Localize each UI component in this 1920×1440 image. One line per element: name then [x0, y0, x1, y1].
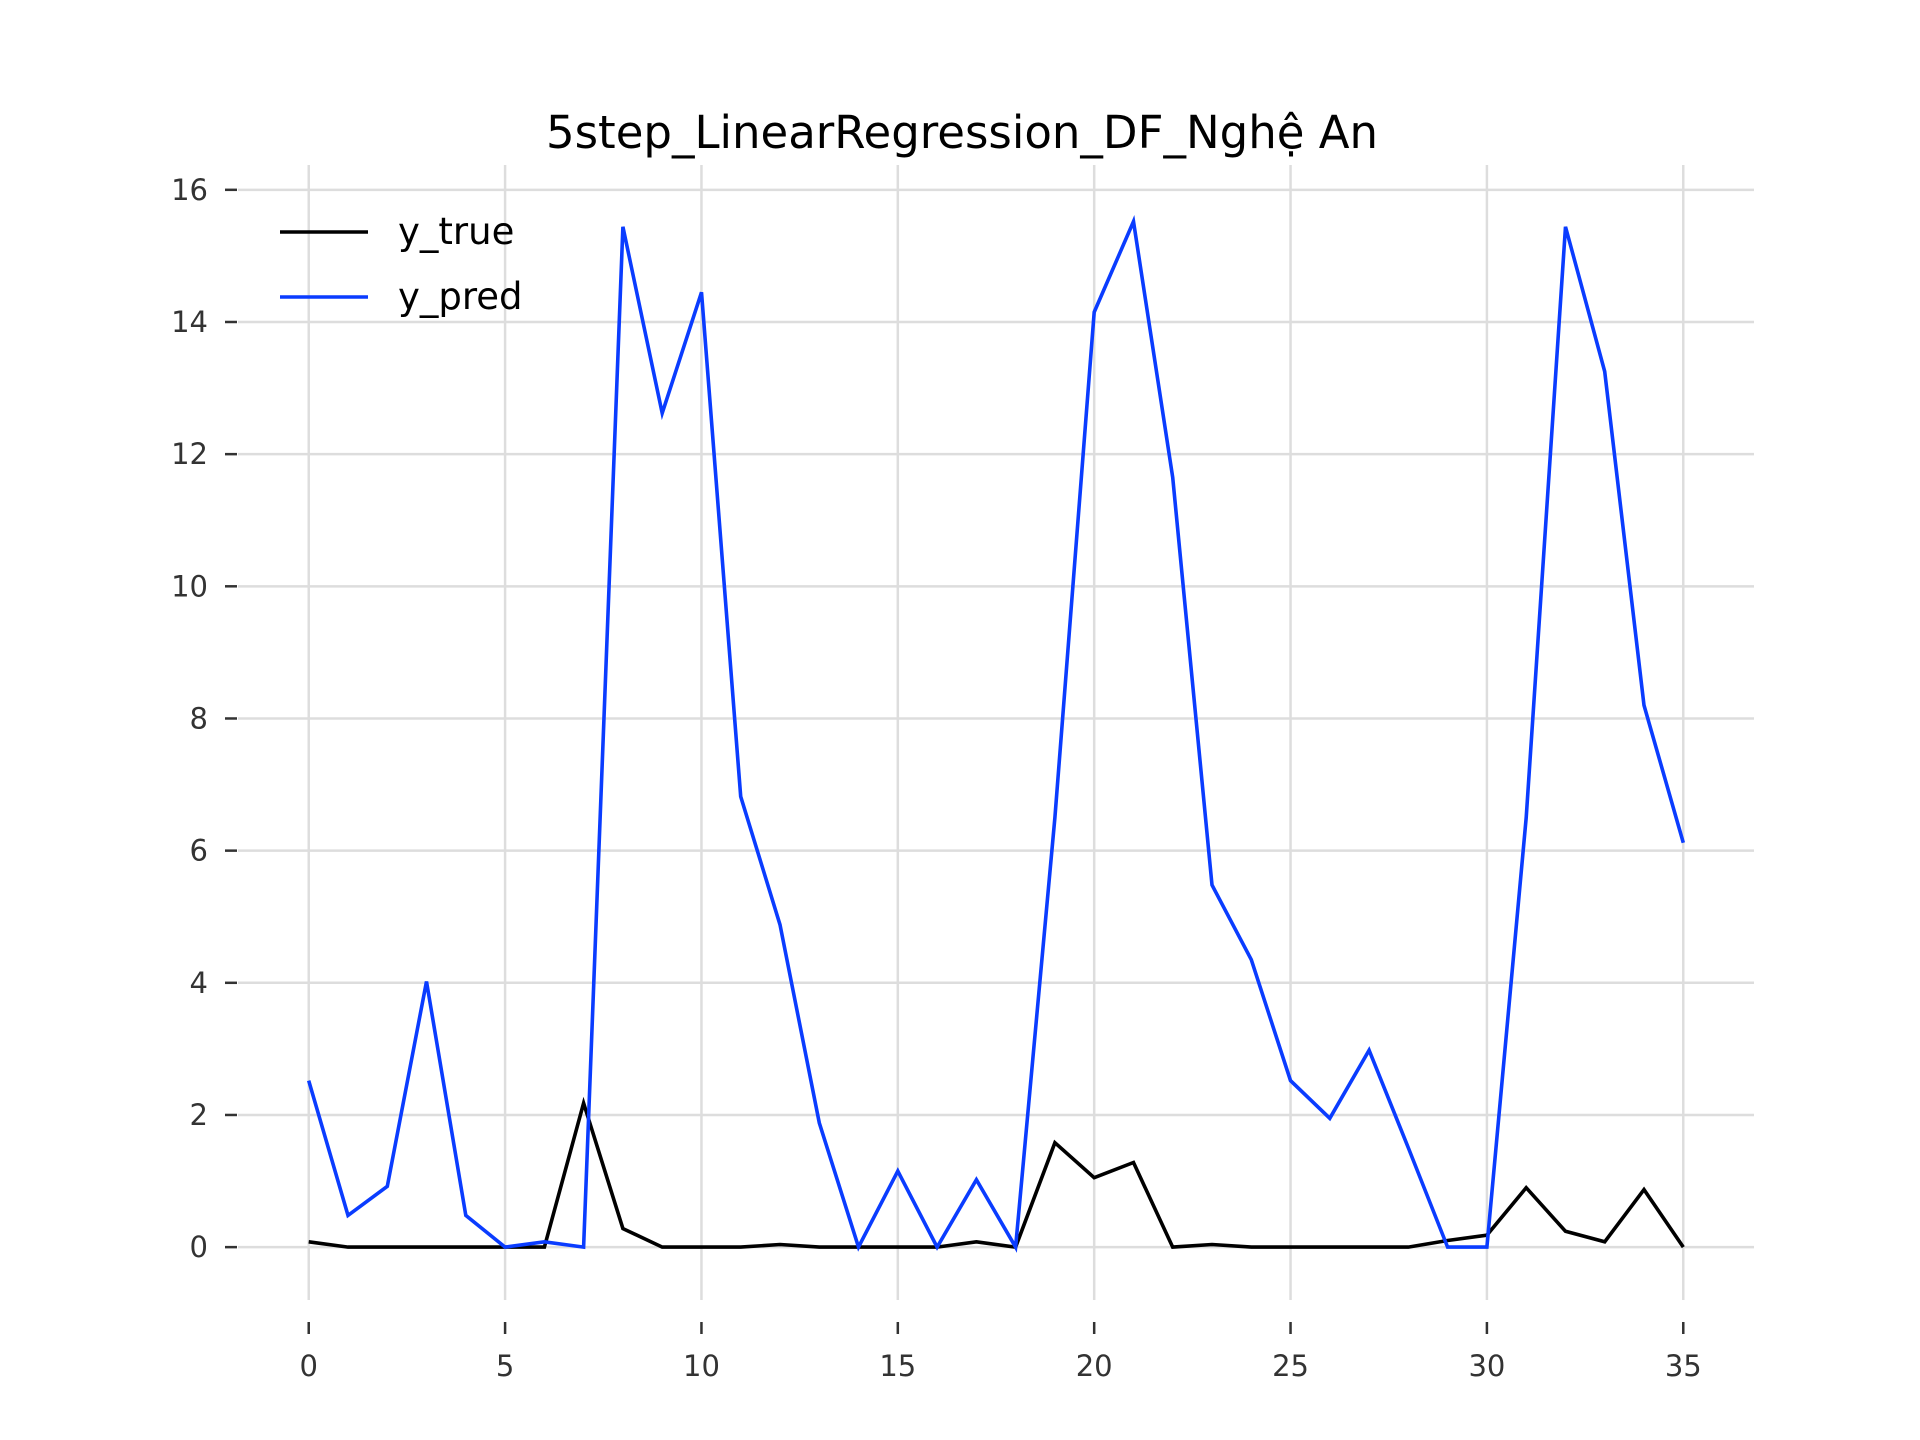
y-tick-label: 12 [171, 437, 208, 471]
y-tick-label: 4 [190, 966, 208, 1000]
x-tick-label: 25 [1272, 1349, 1309, 1383]
axes: 0 5 10 15 20 25 30 35 0 2 4 6 8 10 12 14 16 [171, 173, 1702, 1383]
x-tick-label: 30 [1468, 1349, 1505, 1383]
series-line-y-pred [306, 215, 1686, 1253]
y-tick-label: 8 [190, 701, 208, 735]
y-tick-label: 14 [171, 305, 208, 339]
chart-title: 5step_LinearRegression_DF_Nghệ An [546, 106, 1378, 159]
legend-label-y-pred: y_pred [398, 275, 523, 318]
y-tick-label: 2 [190, 1098, 208, 1132]
legend: y_true y_pred [280, 210, 523, 318]
y-tick-label: 16 [171, 173, 208, 207]
y-tick-label: 10 [171, 569, 208, 603]
y-tick-label: 0 [190, 1230, 208, 1264]
legend-label-y-true: y_true [398, 210, 514, 253]
x-tick-label: 35 [1665, 1349, 1702, 1383]
x-tick-label: 20 [1076, 1349, 1113, 1383]
y-tick-label: 6 [190, 834, 208, 868]
series-line-y-true [308, 1096, 1685, 1250]
x-tick-label: 10 [683, 1349, 720, 1383]
x-tick-label: 15 [879, 1349, 916, 1383]
x-tick-label: 0 [300, 1349, 318, 1383]
series-lines [306, 215, 1686, 1253]
grid [238, 165, 1754, 1300]
x-tick-label: 5 [496, 1349, 514, 1383]
